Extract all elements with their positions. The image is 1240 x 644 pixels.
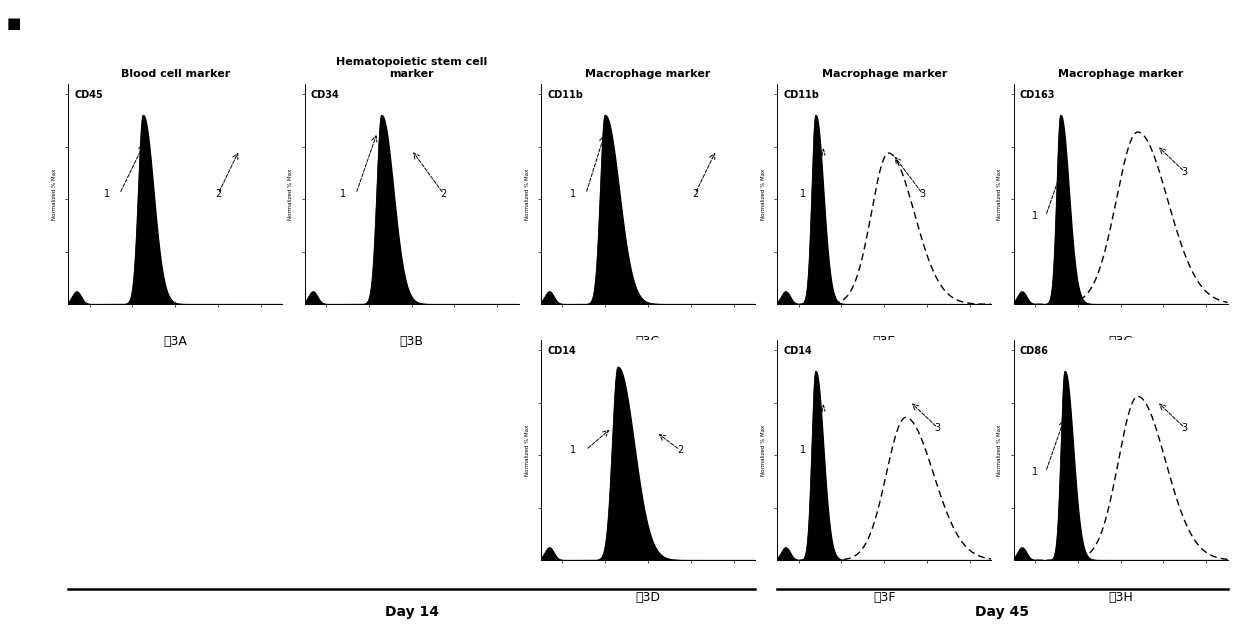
Text: 图3B: 图3B bbox=[399, 335, 424, 348]
Text: Day 45: Day 45 bbox=[976, 605, 1029, 620]
Y-axis label: Normalized % Max: Normalized % Max bbox=[289, 168, 294, 220]
Text: Macrophage marker: Macrophage marker bbox=[1058, 68, 1183, 79]
Text: 1: 1 bbox=[570, 445, 577, 455]
Y-axis label: Normalized % Max: Normalized % Max bbox=[761, 168, 766, 220]
Text: CD14: CD14 bbox=[547, 346, 577, 356]
Text: 图3G: 图3G bbox=[1109, 335, 1133, 348]
Y-axis label: Normalized % Max: Normalized % Max bbox=[525, 424, 529, 476]
Text: Macrophage marker: Macrophage marker bbox=[585, 68, 711, 79]
Text: CD34: CD34 bbox=[311, 90, 340, 100]
Text: CD14: CD14 bbox=[784, 346, 812, 356]
Text: 图3F: 图3F bbox=[873, 591, 895, 604]
Text: Hematopoietic stem cell
marker: Hematopoietic stem cell marker bbox=[336, 57, 487, 79]
Text: 3: 3 bbox=[1182, 167, 1188, 177]
Text: Macrophage marker: Macrophage marker bbox=[822, 68, 947, 79]
Text: 3: 3 bbox=[1182, 423, 1188, 433]
Text: 1: 1 bbox=[1032, 211, 1038, 221]
Text: 1: 1 bbox=[800, 189, 806, 199]
Text: CD11b: CD11b bbox=[547, 90, 583, 100]
Text: 2: 2 bbox=[440, 189, 446, 199]
Text: 1: 1 bbox=[104, 189, 110, 199]
Text: 图3D: 图3D bbox=[635, 591, 661, 604]
Y-axis label: Normalized % Max: Normalized % Max bbox=[997, 168, 1002, 220]
Text: 2: 2 bbox=[692, 189, 698, 199]
Y-axis label: Normalized % Max: Normalized % Max bbox=[52, 168, 57, 220]
Text: 图3H: 图3H bbox=[1109, 591, 1133, 604]
Text: ■: ■ bbox=[6, 16, 21, 31]
Text: CD11b: CD11b bbox=[784, 90, 820, 100]
Y-axis label: Normalized % Max: Normalized % Max bbox=[997, 424, 1002, 476]
Y-axis label: Normalized % Max: Normalized % Max bbox=[761, 424, 766, 476]
Text: Blood cell marker: Blood cell marker bbox=[120, 68, 229, 79]
Text: 图3C: 图3C bbox=[636, 335, 660, 348]
Text: 图3A: 图3A bbox=[164, 335, 187, 348]
Text: 1: 1 bbox=[570, 189, 577, 199]
Text: 3: 3 bbox=[920, 189, 926, 199]
Text: Day 14: Day 14 bbox=[384, 605, 439, 620]
Text: CD163: CD163 bbox=[1021, 90, 1055, 100]
Text: CD45: CD45 bbox=[74, 90, 103, 100]
Text: 1: 1 bbox=[340, 189, 346, 199]
Text: 2: 2 bbox=[677, 445, 683, 455]
Text: 3: 3 bbox=[935, 423, 941, 433]
Text: 1: 1 bbox=[800, 445, 806, 455]
Text: 图3E: 图3E bbox=[873, 335, 895, 348]
Y-axis label: Normalized % Max: Normalized % Max bbox=[525, 168, 529, 220]
Text: 2: 2 bbox=[215, 189, 221, 199]
Text: CD86: CD86 bbox=[1021, 346, 1049, 356]
Text: 1: 1 bbox=[1032, 467, 1038, 477]
